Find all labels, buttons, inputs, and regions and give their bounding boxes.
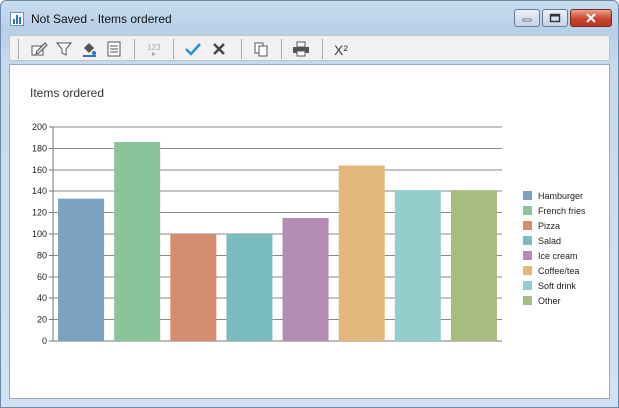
chi-square-icon: X² [334, 42, 348, 58]
window-title: Not Saved - Items ordered [31, 12, 172, 26]
close-x-icon [213, 43, 225, 55]
y-tick-label: 120 [32, 208, 47, 218]
edit-icon [31, 42, 48, 56]
legend-label: Ice cream [538, 251, 578, 261]
chi-square-label: X² [334, 42, 348, 58]
close-button[interactable] [570, 9, 612, 27]
minimize-button[interactable] [514, 9, 540, 27]
maximize-icon [549, 13, 561, 23]
legend-label: French fries [538, 206, 586, 216]
y-tick-label: 40 [37, 293, 47, 303]
y-tick-label: 140 [32, 186, 47, 196]
y-tick-label: 180 [32, 143, 47, 153]
bar-pizza [170, 234, 217, 341]
filter-icon [56, 42, 72, 56]
properties-icon [107, 41, 121, 57]
close-icon [586, 13, 596, 23]
copy-button[interactable] [250, 40, 272, 58]
chart-app-icon [10, 12, 24, 26]
title-bar[interactable]: Not Saved - Items ordered [1, 1, 618, 33]
chart-title: Items ordered [30, 86, 105, 100]
legend-swatch [523, 296, 532, 305]
chi-square-button[interactable]: X² [330, 40, 354, 58]
legend-label: Pizza [538, 221, 560, 231]
properties-button[interactable] [103, 40, 125, 58]
maximize-button[interactable] [542, 9, 568, 27]
legend-label: Hamburger [538, 191, 583, 201]
legend-label: Other [538, 296, 561, 306]
checkmark-icon [185, 43, 201, 56]
print-button[interactable] [289, 40, 313, 58]
number-format-label: 123 [147, 43, 161, 52]
y-tick-label: 200 [32, 122, 47, 132]
fill-color-icon [83, 43, 96, 57]
apply-button[interactable] [182, 40, 204, 58]
bar-hamburger [58, 198, 105, 341]
legend-swatch [523, 251, 532, 260]
legend-label: Coffee/tea [538, 266, 579, 276]
fill-color-button[interactable] [78, 40, 100, 58]
legend-swatch [523, 221, 532, 230]
bar-coffee-tea [338, 165, 385, 341]
y-tick-label: 60 [37, 272, 47, 282]
edit-button[interactable] [28, 40, 50, 58]
legend-swatch [523, 206, 532, 215]
legend-label: Salad [538, 236, 561, 246]
number-format-button[interactable]: 123 [141, 40, 167, 58]
bar-soft-drink [394, 190, 441, 341]
legend-swatch [523, 266, 532, 275]
legend-swatch [523, 236, 532, 245]
bar-chart: 0 20 40 60 80 100 120 140 160 180 200 Hamburger Fren… [32, 122, 586, 346]
cancel-button[interactable] [208, 40, 230, 58]
legend-swatch [523, 191, 532, 200]
y-tick-label: 0 [42, 336, 47, 346]
bar-ice-cream [282, 217, 329, 341]
y-tick-label: 160 [32, 165, 47, 175]
y-tick-label: 80 [37, 250, 47, 260]
print-icon [293, 41, 309, 57]
toolbar: 123 X² [9, 35, 610, 61]
bar-other [450, 190, 497, 341]
y-tick-label: 20 [37, 315, 47, 325]
bar-salad [226, 234, 273, 341]
bar-french-fries [114, 141, 161, 341]
filter-button[interactable] [53, 40, 75, 58]
number-format-icon: 123 [147, 43, 161, 56]
y-tick-label: 100 [32, 229, 47, 239]
chart-area: Items ordered 0 20 40 60 80 100 120 140 160 180 20… [9, 64, 610, 399]
copy-icon [254, 42, 268, 57]
legend-label: Soft drink [538, 281, 577, 291]
minimize-icon [522, 18, 532, 22]
legend-swatch [523, 281, 532, 290]
